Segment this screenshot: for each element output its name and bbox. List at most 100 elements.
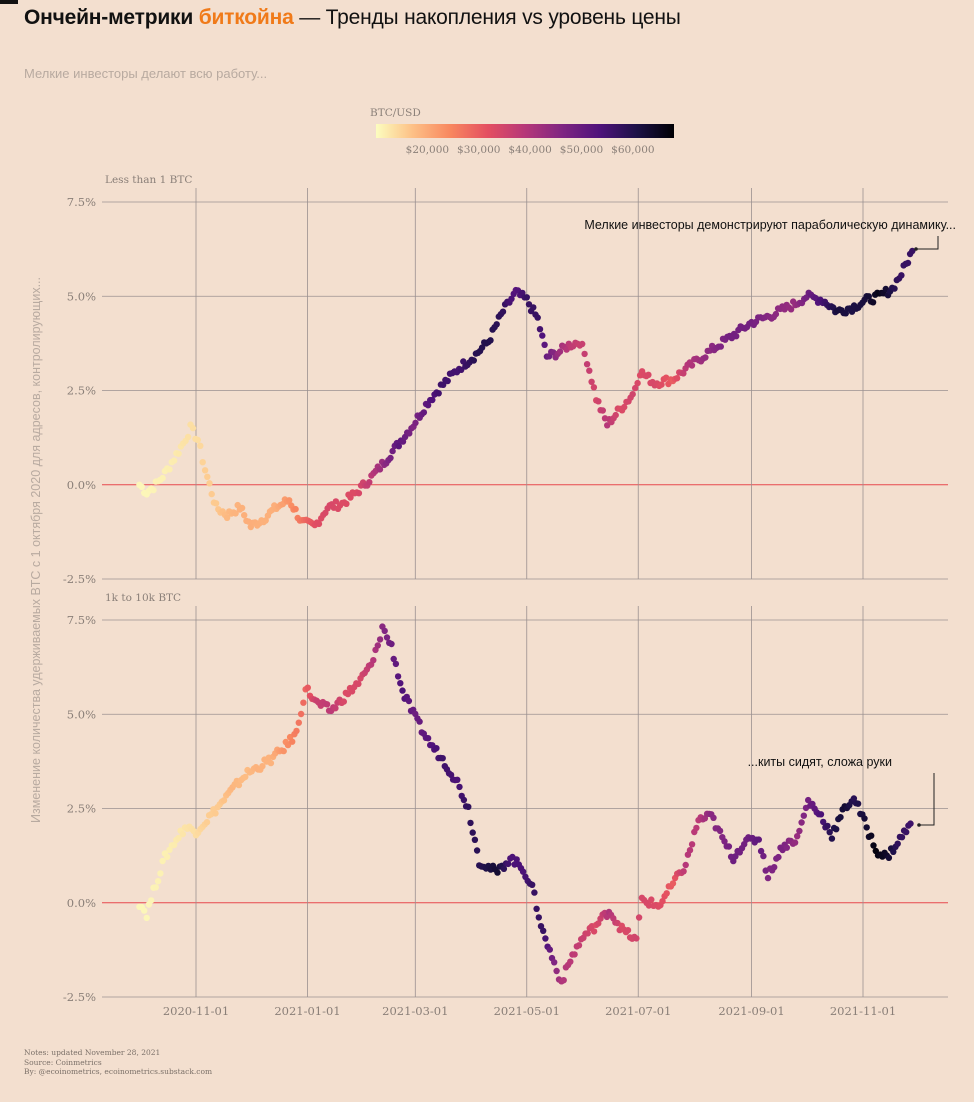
data-point	[890, 848, 897, 855]
data-point	[725, 843, 733, 850]
data-point	[241, 512, 248, 519]
data-point	[868, 832, 875, 839]
data-point	[632, 384, 639, 392]
data-point	[159, 857, 166, 865]
data-point	[470, 357, 477, 364]
data-point	[157, 870, 164, 877]
data-point	[721, 838, 728, 845]
data-point	[370, 657, 377, 664]
data-point	[184, 433, 192, 441]
data-point	[332, 498, 340, 505]
data-point	[581, 350, 588, 358]
data-point	[586, 367, 593, 374]
data-point	[621, 403, 628, 411]
data-point	[645, 902, 653, 909]
data-point	[680, 370, 687, 377]
data-point	[686, 847, 694, 854]
data-point	[588, 378, 595, 385]
x-tick-label: 2020-11-01	[163, 1004, 229, 1018]
panel2-annotation: ...киты сидят, сложа руки	[748, 755, 892, 769]
y-tick-label: 7.5%	[67, 195, 96, 209]
data-point	[420, 409, 428, 416]
data-point	[454, 776, 461, 783]
title-part1: Ончейн-метрики	[24, 6, 194, 29]
data-point	[175, 450, 182, 457]
data-point	[238, 504, 246, 512]
color-legend: BTC/USD $20,000 $30,000 $40,000 $50,000 $60,…	[370, 107, 674, 156]
data-point	[798, 819, 805, 826]
data-point	[595, 920, 602, 927]
data-point	[590, 384, 598, 391]
data-point	[465, 803, 472, 810]
data-point	[141, 907, 148, 914]
data-point	[787, 306, 795, 313]
data-point	[633, 935, 640, 942]
data-point	[535, 914, 542, 921]
data-point	[199, 459, 206, 466]
panel2-y-ticks: 7.5% 5.0% 2.5% 0.0% -2.5%	[63, 613, 96, 1004]
data-point	[612, 411, 619, 419]
footer-updated: Notes: updated November 28, 2021	[24, 1048, 161, 1057]
data-point	[523, 294, 530, 301]
y-tick-label: 2.5%	[67, 802, 96, 816]
data-point	[376, 636, 384, 643]
data-point	[771, 864, 778, 871]
data-point	[440, 381, 447, 388]
x-axis-ticks: 2020-11-01 2021-01-01 2021-03-01 2021-05-01…	[163, 1004, 896, 1018]
data-point	[775, 853, 782, 861]
data-point	[531, 889, 538, 896]
data-point	[355, 490, 363, 497]
data-point	[717, 343, 724, 350]
data-point	[891, 285, 898, 292]
data-point	[575, 942, 583, 949]
data-point	[194, 436, 201, 444]
x-tick-label: 2021-07-01	[605, 1004, 671, 1018]
data-point	[571, 951, 578, 958]
data-point	[796, 827, 803, 835]
data-point	[166, 466, 173, 473]
data-point	[553, 967, 560, 975]
data-point	[366, 479, 373, 486]
data-point	[387, 454, 394, 462]
data-point	[197, 442, 204, 449]
data-point	[150, 486, 157, 494]
data-point	[870, 842, 877, 849]
legend-ticks: $20,000 $30,000 $40,000 $50,000 $60,000	[406, 144, 655, 156]
data-point	[416, 718, 423, 725]
data-point	[394, 673, 402, 680]
data-point	[267, 759, 275, 767]
data-point	[817, 811, 825, 818]
data-point	[439, 755, 446, 762]
data-point	[732, 853, 739, 860]
data-point	[435, 390, 442, 397]
data-point	[212, 810, 219, 817]
data-point	[297, 710, 305, 718]
data-point	[904, 259, 912, 267]
x-tick-label: 2021-05-01	[494, 1004, 560, 1018]
data-point	[208, 490, 215, 498]
panel-whales: 1k to 10k BTC 7.5% 5.0% 2.5% 0.0% -2.5% ...к…	[63, 592, 948, 1004]
data-point	[154, 878, 162, 885]
panel1-label: Less than 1 BTC	[105, 174, 192, 186]
x-tick-label: 2021-01-01	[274, 1004, 340, 1018]
data-point	[295, 719, 302, 726]
data-point	[433, 745, 440, 752]
data-point	[833, 826, 840, 833]
data-point	[395, 443, 402, 450]
data-point	[820, 818, 827, 826]
data-point	[680, 868, 687, 875]
data-point	[343, 500, 350, 507]
data-point	[536, 326, 544, 333]
data-point	[500, 865, 508, 872]
data-point	[898, 834, 906, 841]
data-point	[473, 847, 481, 854]
data-point	[374, 642, 381, 649]
data-point	[791, 839, 799, 846]
data-point	[567, 958, 574, 965]
data-point	[885, 854, 893, 861]
data-point	[861, 815, 868, 822]
data-point	[323, 701, 331, 708]
y-tick-label: 0.0%	[67, 478, 96, 492]
data-point	[539, 332, 546, 339]
data-point	[392, 660, 400, 668]
